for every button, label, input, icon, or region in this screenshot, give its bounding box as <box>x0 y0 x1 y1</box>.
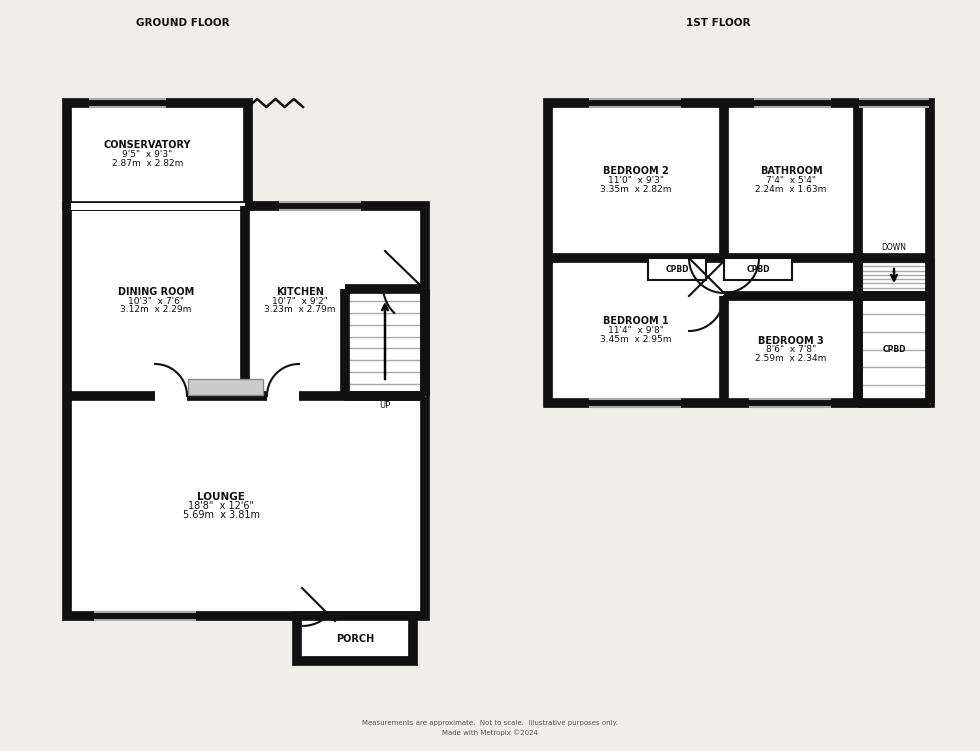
Text: 10'7"  x 9'2": 10'7" x 9'2" <box>272 297 328 306</box>
Text: BEDROOM 3: BEDROOM 3 <box>759 336 824 345</box>
Bar <box>64 203 71 210</box>
Text: 3.35m  x 2.82m: 3.35m x 2.82m <box>600 185 671 194</box>
Text: DOWN: DOWN <box>881 243 906 252</box>
Text: 8'6"  x 7'8": 8'6" x 7'8" <box>766 345 816 354</box>
Text: 1ST FLOOR: 1ST FLOOR <box>686 18 751 28</box>
Text: CPBD: CPBD <box>882 345 906 354</box>
Bar <box>724 258 792 280</box>
Bar <box>155 393 187 400</box>
Bar <box>341 285 349 292</box>
Text: 9'5"  x 9'3": 9'5" x 9'3" <box>122 150 172 159</box>
Text: 3.23m  x 2.79m: 3.23m x 2.79m <box>265 306 336 315</box>
Text: UP: UP <box>379 402 391 411</box>
Bar <box>188 379 263 395</box>
Bar <box>71 203 244 210</box>
Text: 3.12m  x 2.29m: 3.12m x 2.29m <box>121 306 192 315</box>
Text: GROUND FLOOR: GROUND FLOOR <box>136 18 230 28</box>
Text: 2.87m  x 2.82m: 2.87m x 2.82m <box>112 159 183 168</box>
Text: 10'3"  x 7'6": 10'3" x 7'6" <box>128 297 184 306</box>
Text: 11'0"  x 9'3": 11'0" x 9'3" <box>608 176 664 185</box>
Text: 5.69m  x 3.81m: 5.69m x 3.81m <box>182 510 260 520</box>
Bar <box>67 206 425 616</box>
Text: PORCH: PORCH <box>336 634 374 644</box>
Bar <box>421 289 429 396</box>
Text: BEDROOM 2: BEDROOM 2 <box>603 167 669 176</box>
Text: BATHROOM: BATHROOM <box>760 167 822 176</box>
Text: 2.24m  x 1.63m: 2.24m x 1.63m <box>756 185 827 194</box>
Text: 11'4"  x 9'8": 11'4" x 9'8" <box>608 326 663 335</box>
Text: 7'4"  x 5'4": 7'4" x 5'4" <box>766 176 816 185</box>
Text: DINING ROOM: DINING ROOM <box>118 287 194 297</box>
Text: CONSERVATORY: CONSERVATORY <box>104 140 191 150</box>
Text: KITCHEN: KITCHEN <box>276 287 324 297</box>
Text: LOUNGE: LOUNGE <box>197 492 245 502</box>
Text: 18'8"  x 12'6": 18'8" x 12'6" <box>188 501 254 511</box>
Text: 2.59m  x 2.34m: 2.59m x 2.34m <box>756 354 827 363</box>
Bar <box>267 393 299 400</box>
Bar <box>648 258 706 280</box>
Bar <box>67 103 248 206</box>
Bar <box>858 296 930 403</box>
Bar <box>548 103 930 403</box>
Text: CPBD: CPBD <box>665 264 689 273</box>
Text: CPBD: CPBD <box>746 264 769 273</box>
Bar <box>345 289 425 396</box>
Text: Made with Metropix ©2024: Made with Metropix ©2024 <box>442 730 538 736</box>
Text: BEDROOM 1: BEDROOM 1 <box>603 316 669 327</box>
Bar <box>858 258 930 296</box>
Bar <box>297 616 413 661</box>
Text: 3.45m  x 2.95m: 3.45m x 2.95m <box>600 335 671 344</box>
Text: Measurements are approximate.  Not to scale.  Illustrative purposes only.: Measurements are approximate. Not to sca… <box>362 720 618 726</box>
